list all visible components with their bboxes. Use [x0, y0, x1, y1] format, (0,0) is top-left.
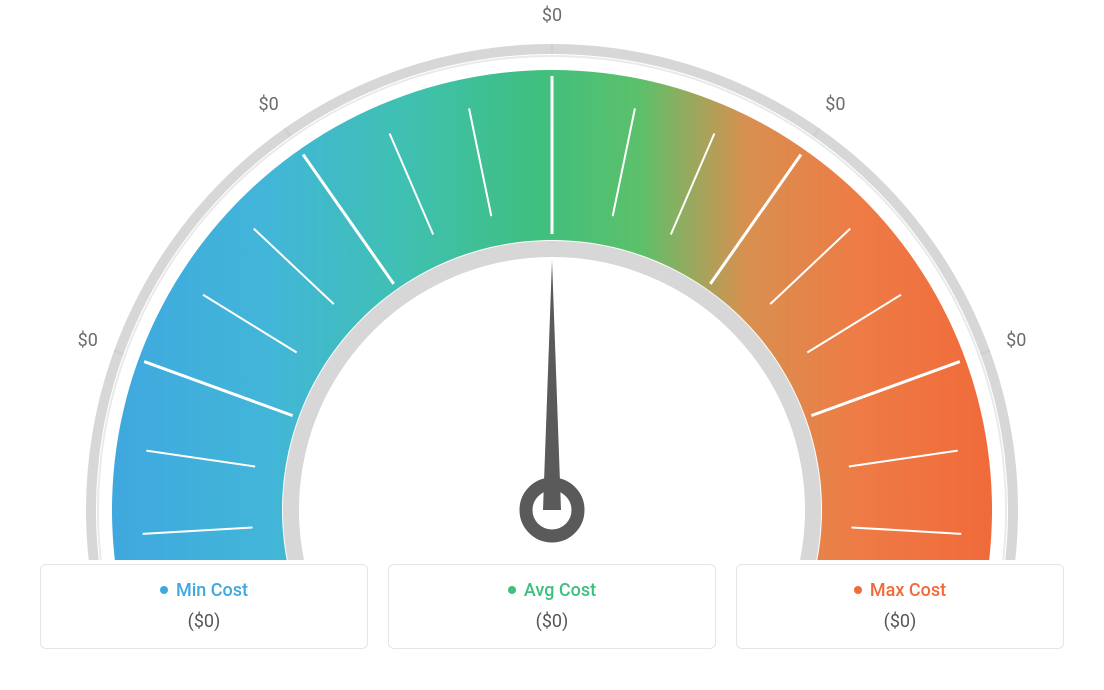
legend-card-avg: Avg Cost ($0)	[388, 564, 716, 649]
gauge-tick-label: $0	[259, 94, 279, 115]
legend-title-max: Max Cost	[854, 580, 946, 601]
legend-value-min: ($0)	[53, 611, 355, 632]
legend-label-min: Min Cost	[176, 580, 248, 601]
legend-card-max: Max Cost ($0)	[736, 564, 1064, 649]
legend-dot-min	[160, 586, 168, 594]
gauge-tick-label: $0	[542, 5, 562, 26]
gauge-svg: $0$0$0$0$0$0$0	[0, 0, 1104, 560]
gauge-chart: $0$0$0$0$0$0$0	[0, 0, 1104, 560]
legend-row: Min Cost ($0) Avg Cost ($0) Max Cost ($0…	[0, 564, 1104, 649]
legend-title-min: Min Cost	[160, 580, 248, 601]
gauge-tick-label: $0	[78, 330, 98, 351]
gauge-tick-label: $0	[825, 94, 845, 115]
legend-title-avg: Avg Cost	[508, 580, 596, 601]
legend-dot-avg	[508, 586, 516, 594]
gauge-needle	[543, 260, 561, 510]
legend-label-avg: Avg Cost	[524, 580, 596, 601]
legend-value-max: ($0)	[749, 611, 1051, 632]
legend-label-max: Max Cost	[870, 580, 946, 601]
legend-card-min: Min Cost ($0)	[40, 564, 368, 649]
legend-dot-max	[854, 586, 862, 594]
gauge-tick-label: $0	[1006, 330, 1026, 351]
legend-value-avg: ($0)	[401, 611, 703, 632]
